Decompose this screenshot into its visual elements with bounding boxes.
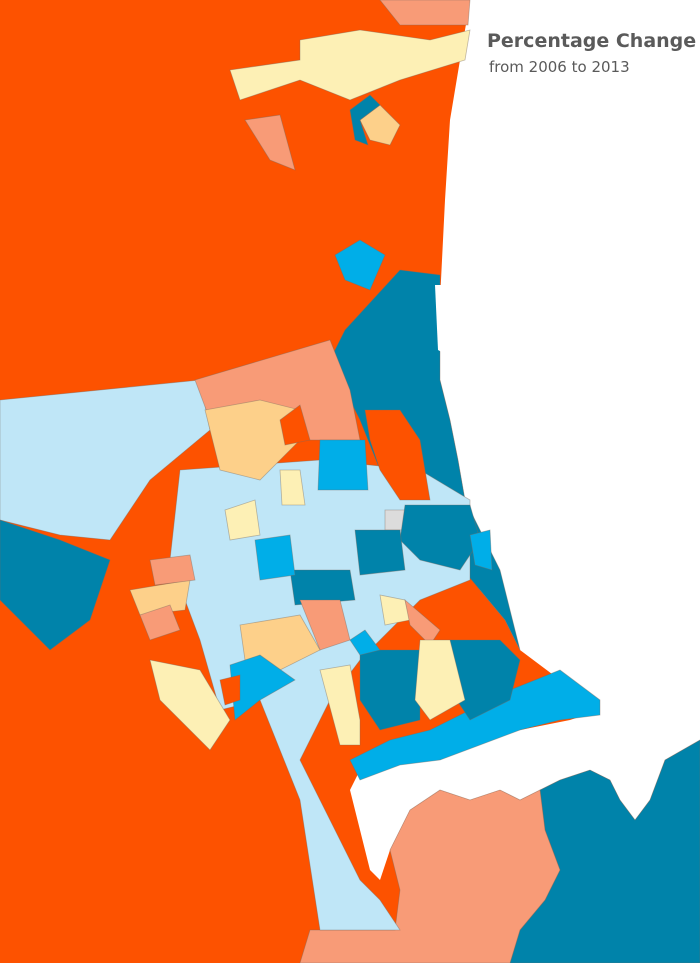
region (414, 639, 466, 721)
region (139, 604, 181, 641)
region (229, 29, 471, 101)
region (364, 409, 431, 501)
region (279, 469, 306, 506)
region (219, 674, 241, 706)
region (354, 529, 406, 576)
region (317, 439, 369, 491)
region (469, 529, 493, 571)
region (149, 554, 196, 586)
sea (350, 0, 700, 880)
region (289, 569, 356, 606)
region (319, 664, 361, 746)
region (149, 659, 231, 751)
region (229, 654, 296, 721)
region (359, 649, 421, 731)
region (254, 534, 296, 581)
map-subtitle: from 2006 to 2013 (489, 58, 630, 76)
region (129, 579, 191, 616)
region (244, 114, 296, 171)
map-title: Percentage Change (487, 30, 696, 52)
region (379, 0, 471, 26)
region (349, 669, 601, 781)
region (334, 239, 386, 291)
region (224, 499, 261, 541)
region (349, 629, 381, 656)
sea (435, 285, 447, 355)
region (0, 519, 111, 651)
region (279, 404, 311, 446)
region (349, 94, 381, 146)
